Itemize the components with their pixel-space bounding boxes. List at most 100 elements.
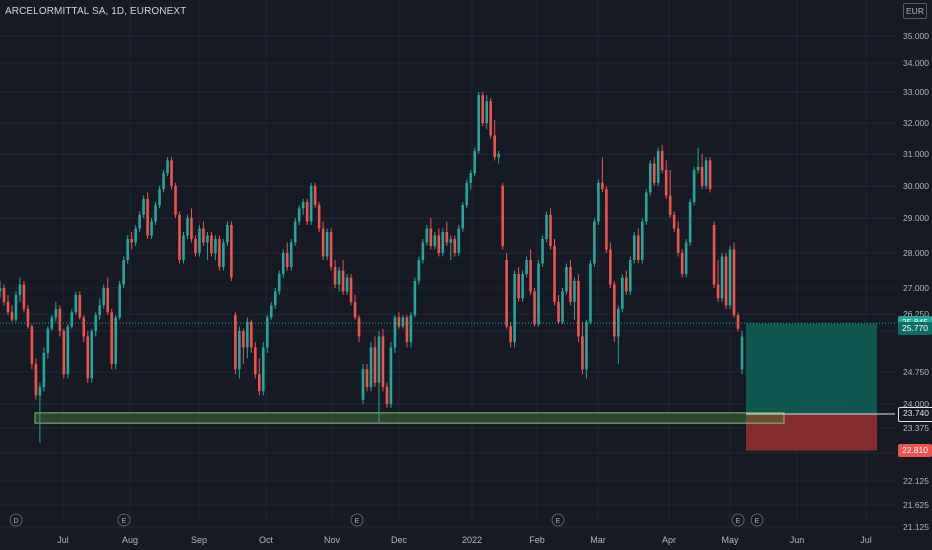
candle: [106, 277, 110, 316]
candle-body: [704, 160, 708, 186]
event-marker[interactable]: E: [117, 513, 131, 527]
candle: [413, 277, 417, 318]
x-tick-label: 2022: [462, 535, 482, 545]
candle-body: [417, 260, 421, 281]
candle: [541, 235, 544, 267]
event-marker[interactable]: E: [731, 513, 745, 527]
grid-lines: [0, 0, 895, 528]
candle-body: [569, 267, 572, 302]
candle-body: [720, 256, 724, 299]
candle-body: [501, 186, 504, 246]
event-marker[interactable]: D: [9, 513, 23, 527]
candle-body: [357, 317, 361, 337]
event-marker[interactable]: E: [750, 513, 764, 527]
candle-body: [230, 225, 233, 278]
event-marker-circle: [117, 513, 131, 527]
candle-body: [465, 182, 469, 206]
candle-body: [397, 317, 401, 327]
candle: [74, 291, 78, 316]
candle-body: [118, 284, 121, 318]
candle: [609, 242, 612, 288]
candle-body: [114, 317, 117, 364]
candle-body: [142, 198, 145, 215]
candle-body: [625, 277, 628, 292]
event-marker-circle: [350, 513, 364, 527]
candle: [357, 315, 361, 342]
candle-body: [541, 239, 544, 264]
candle-body: [10, 312, 14, 320]
zone-support[interactable]: [34, 412, 785, 424]
y-tick-label: 34.000: [903, 58, 929, 68]
candle-body: [309, 186, 313, 222]
event-marker-label: E: [122, 518, 127, 525]
event-marker-circle: [731, 513, 745, 527]
candle-body: [433, 235, 437, 246]
candle: [557, 294, 560, 325]
candle: [18, 277, 22, 302]
candle: [265, 315, 269, 353]
candle: [214, 235, 217, 260]
candle: [341, 260, 345, 295]
candle-body: [609, 249, 612, 285]
candle-body: [42, 352, 46, 387]
candle: [644, 189, 648, 225]
candle-body: [692, 170, 696, 202]
candle-body: [509, 326, 512, 342]
candle: [142, 195, 145, 218]
candle: [333, 260, 337, 288]
event-marker[interactable]: E: [551, 513, 565, 527]
candle: [162, 170, 165, 193]
candle: [34, 358, 38, 400]
currency-badge[interactable]: EUR: [903, 3, 927, 19]
y-tick-label: 31.000: [903, 149, 929, 159]
candle: [565, 263, 568, 295]
candle-body: [214, 239, 217, 253]
candle-body: [70, 312, 74, 327]
candle-body: [273, 291, 277, 306]
candle-body: [198, 228, 201, 253]
y-tick-label: 29.000: [903, 213, 929, 223]
candle-body: [409, 315, 413, 342]
candle-body: [62, 331, 66, 375]
candle-body: [497, 154, 500, 158]
event-marker[interactable]: E: [350, 513, 364, 527]
x-tick-label: Sep: [191, 535, 207, 545]
candle: [174, 182, 177, 218]
candle: [146, 192, 149, 239]
candle-body: [277, 274, 281, 292]
candle: [497, 150, 500, 164]
candle: [301, 198, 305, 215]
candle-body: [94, 315, 98, 331]
candle-body: [82, 317, 86, 337]
candle: [597, 179, 600, 225]
candle: [664, 160, 668, 199]
candle: [441, 228, 445, 257]
candle-body: [261, 347, 265, 392]
candle: [2, 284, 6, 306]
candle: [305, 198, 309, 225]
candle: [529, 249, 532, 295]
candle: [226, 221, 229, 246]
candle-body: [485, 101, 488, 123]
candle-body: [365, 369, 369, 387]
candle: [337, 267, 341, 292]
candle: [696, 147, 700, 174]
candle-body: [481, 95, 484, 123]
candle-body: [521, 274, 524, 299]
candle: [493, 119, 496, 161]
candle-body: [146, 198, 149, 236]
candle: [293, 218, 297, 246]
y-tick-label: 27.000: [903, 283, 929, 293]
zone-loss[interactable]: [746, 413, 877, 451]
candle-body: [158, 189, 161, 206]
x-axis[interactable]: Jul Aug Sep Oct Nov Dec 2022 Feb Mar Apr May Jun Jul: [57, 535, 872, 545]
event-marker-label: E: [736, 518, 741, 525]
zone-profit[interactable]: [746, 323, 877, 414]
candle: [684, 239, 688, 278]
candle: [505, 253, 508, 329]
candle: [281, 249, 285, 278]
candle: [349, 274, 353, 306]
candle-body: [437, 235, 441, 253]
